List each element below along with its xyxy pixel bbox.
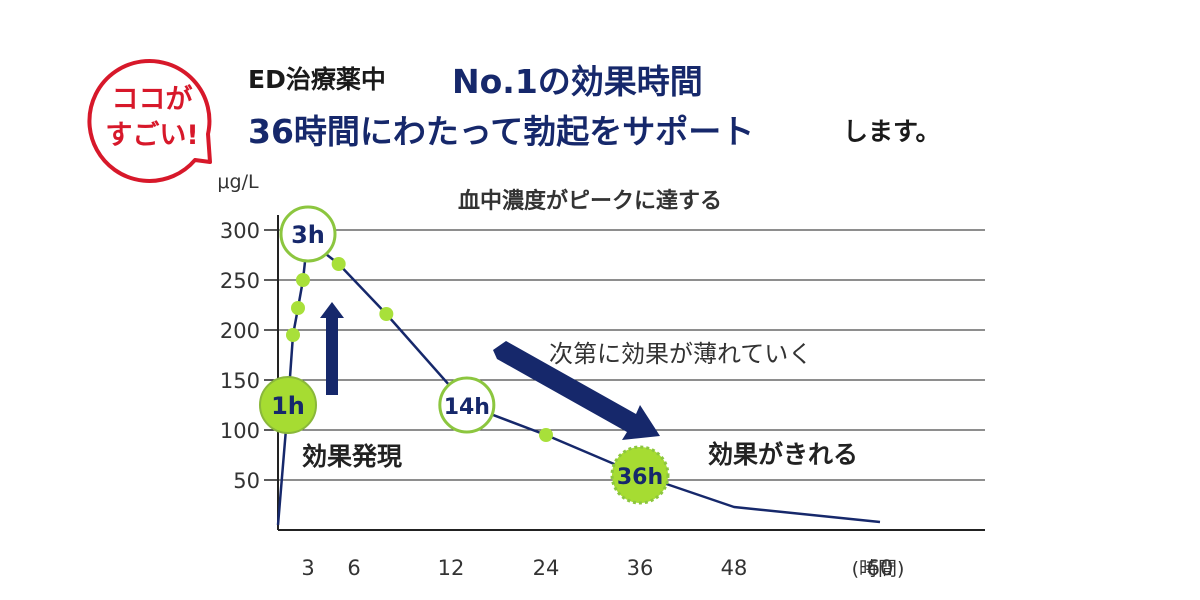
y-tick-label-250: 250 [220, 269, 260, 293]
x-tick-label-60: 60 [867, 556, 894, 580]
decoration-layer: 血中濃度がピークに達する μg/L (時間) 効果発現 次第に効果が薄れていく … [217, 171, 904, 580]
headline-highlight-2: 36時間にわたって勃起をサポート [248, 112, 755, 151]
data-point-4 [379, 307, 394, 321]
badge-line2: すごい! [105, 119, 198, 151]
headline-highlight-1: No.1の効果時間 [452, 62, 703, 101]
time-badge-label: 14h [444, 395, 490, 420]
headline-lead: ED治療薬中 [248, 65, 386, 94]
time-badge-3h: 3h [279, 205, 337, 263]
x-tick-label-36: 36 [627, 556, 654, 580]
x-tick-label-48: 48 [721, 556, 748, 580]
data-point-3 [331, 257, 346, 271]
x-tick-label-3: 3 [301, 556, 314, 580]
time-badge-circle [259, 376, 317, 434]
chart-title: 血中濃度がピークに達する [458, 188, 722, 214]
x-tick-label-24: 24 [533, 556, 560, 580]
x-tick-label-6: 6 [347, 556, 360, 580]
time-badge-circle [610, 445, 670, 505]
time-badge-label: 36h [617, 465, 663, 490]
time-badge-label: 1h [271, 392, 305, 420]
down-arrow-icon [493, 341, 660, 440]
y-tick-label-50: 50 [233, 469, 260, 493]
data-point-1 [291, 301, 305, 315]
koko-ga-sugoi-badge: ココが すごい! [87, 59, 212, 183]
time-badge-1h: 1h [259, 376, 317, 434]
data-point-5 [539, 428, 553, 442]
x-axis-unit: (時間) [852, 558, 905, 580]
annotation-wearoff: 効果がきれる [708, 440, 858, 469]
time-badge-label: 3h [291, 221, 325, 249]
y-axis-unit: μg/L [217, 171, 259, 193]
data-point-2 [296, 273, 310, 287]
marker-layer [286, 257, 553, 442]
annotation-fading: 次第に効果が薄れていく [549, 340, 812, 368]
y-tick-label-100: 100 [220, 419, 260, 443]
badge-line1: ココが [112, 83, 193, 115]
time-badge-36h: 36h [610, 445, 670, 505]
time-badge-layer: 1h 3h 14h 36h [259, 205, 670, 505]
y-tick-label-300: 300 [220, 219, 260, 243]
y-tick-label-200: 200 [220, 319, 260, 343]
y-tick-label-150: 150 [220, 369, 260, 393]
headline-tail: します。 [843, 117, 941, 146]
data-point-0 [286, 328, 300, 342]
time-badge-circle [438, 376, 496, 434]
annotation-onset: 効果発現 [302, 442, 402, 471]
up-arrow-icon [320, 302, 344, 395]
time-badge-14h: 14h [438, 376, 496, 434]
x-tick-label-12: 12 [438, 556, 465, 580]
badge-ring [87, 59, 212, 183]
grid-layer [278, 229, 985, 481]
time-badge-circle [279, 205, 337, 263]
